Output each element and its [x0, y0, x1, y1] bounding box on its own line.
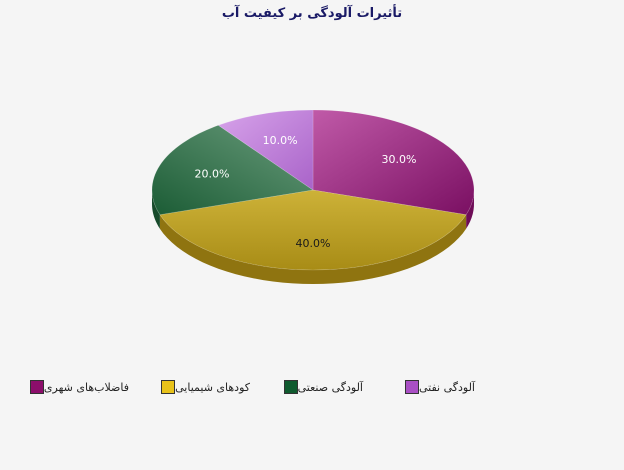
legend-label: آلودگی نفتی [418, 380, 475, 394]
pie-data-label: 40.0% [296, 237, 331, 250]
pie-slice-side [152, 190, 160, 229]
legend-label: آلودگی صنعتی [297, 380, 363, 394]
legend-swatch [283, 380, 298, 394]
pie-slice-side [159, 214, 467, 284]
legend-swatch [404, 380, 419, 394]
legend-item: کودهای شیمیایی [140, 378, 250, 396]
pie-slice [312, 109, 475, 216]
pie-data-label: 20.0% [194, 168, 229, 181]
legend-item: آلودگی نفتی [385, 378, 475, 396]
pie-slice-side [466, 188, 474, 229]
pie-data-label: 10.0% [263, 134, 298, 147]
pie-slice [217, 109, 314, 191]
legend-label: فاضلاب‌های شهری [43, 380, 129, 394]
legend-swatch [161, 380, 176, 394]
pie-data-label: 30.0% [381, 153, 416, 166]
pie-slice [159, 189, 467, 271]
legend-swatch [29, 380, 44, 394]
legend-label: کودهای شیمیایی [175, 380, 250, 394]
chart-title: تأثیرات آلودگی بر کیفیت آب [221, 6, 403, 21]
legend-item: فاضلاب‌های شهری [19, 378, 129, 396]
chart-legend: فاضلاب‌های شهری کودهای شیمیایی آلودگی صن… [0, 378, 624, 400]
legend-item: آلودگی صنعتی [263, 378, 363, 396]
pie-slice [151, 124, 314, 216]
